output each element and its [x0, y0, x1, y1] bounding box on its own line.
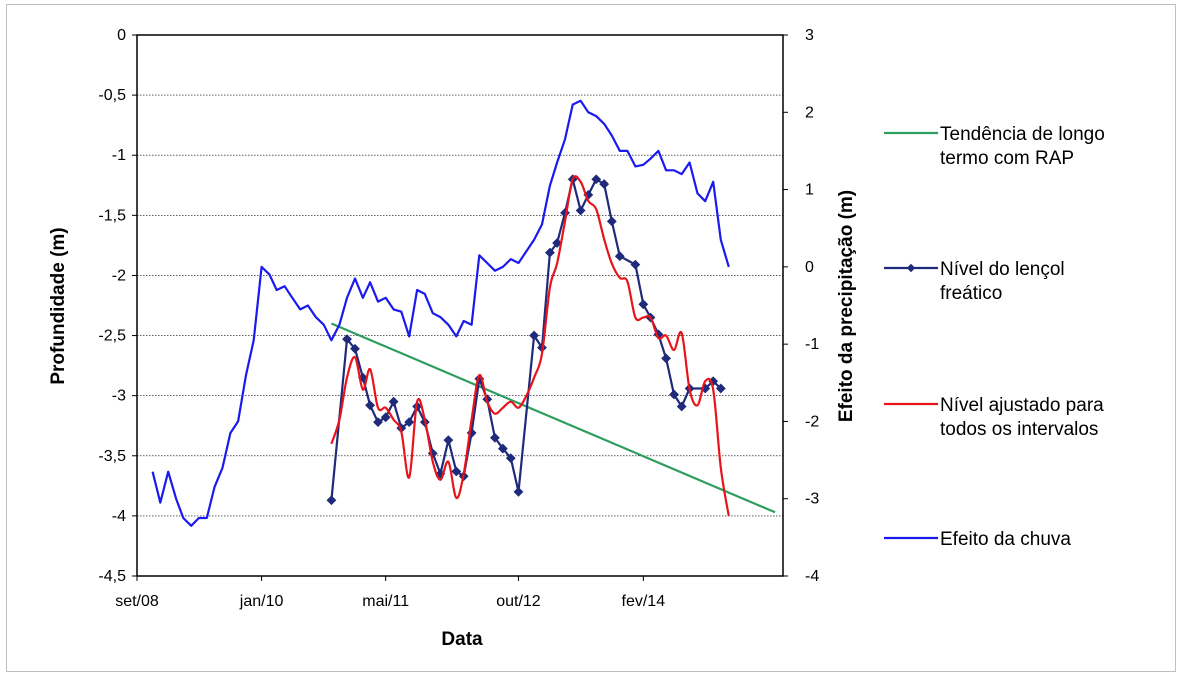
series-1-point-34	[606, 216, 617, 227]
x-tick-label-4: fev/14	[622, 593, 666, 610]
y-left-tick-label-6: -3	[112, 388, 126, 405]
y-left-tick-label-5: -2,5	[98, 328, 126, 345]
legend-label-1-line-1: freático	[940, 283, 1002, 304]
y-right-tick-label-3: 0	[805, 259, 814, 276]
y-left-tick-label-2: -1	[112, 147, 126, 164]
series-1-point-42	[676, 401, 687, 412]
series-line-3	[151, 99, 730, 527]
y-right-tick-label-4: -1	[805, 336, 819, 353]
legend-label-3: Efeito da chuva	[940, 529, 1071, 550]
series-1-point-4	[365, 400, 375, 411]
legend-marker-1	[906, 263, 916, 273]
series-1-point-32	[591, 174, 602, 185]
legend-label-1: Nível do lençol freático	[940, 259, 1065, 304]
series-1-point-9	[404, 417, 415, 428]
series-1-point-30	[575, 205, 586, 216]
y-right-tick-label-0: 3	[805, 27, 814, 44]
axes	[132, 34, 788, 581]
legend-label-0-line-1: termo com RAP	[940, 148, 1074, 169]
series-1-point-6	[380, 412, 391, 423]
series-1-point-15	[451, 466, 462, 477]
y-left-tick-label-8: -4	[112, 508, 126, 525]
series-1-point-24	[529, 330, 539, 341]
series-1-point-36	[630, 259, 641, 270]
series-1-point-1	[342, 334, 352, 345]
y-axis-title-left: Profundidade (m)	[48, 227, 69, 384]
series-1-point-40	[661, 353, 671, 364]
series-1-point-5	[373, 417, 383, 428]
x-axis-title: Data	[441, 629, 483, 650]
x-tick-label-0: set/08	[115, 593, 159, 610]
plot-series	[151, 99, 776, 527]
plot-area-border	[136, 34, 784, 577]
series-1-point-27	[552, 238, 562, 248]
legend-label-3-line-0: Efeito da chuva	[940, 529, 1071, 550]
legend-label-2-line-1: todos os intervalos	[940, 419, 1098, 440]
series-1-point-23	[513, 486, 524, 497]
series-1-point-41	[669, 389, 679, 400]
series-line-1	[330, 178, 722, 501]
x-tick-label-1: jan/10	[239, 593, 284, 610]
legend-label-2-line-0: Nível ajustado para	[940, 395, 1104, 416]
y-axis-title-right: Efeito da precipitação (m)	[836, 190, 857, 422]
chart-frame	[6, 4, 1176, 672]
y-left-tick-label-9: -4,5	[98, 568, 126, 585]
series-1-point-2	[350, 343, 360, 354]
y-left-tick-label-7: -3,5	[98, 448, 126, 465]
y-right-tick-label-5: -2	[805, 413, 819, 430]
series-1-point-37	[638, 299, 649, 310]
y-right-tick-label-2: 1	[805, 182, 814, 199]
series-1-point-33	[599, 179, 610, 189]
series-1-point-46	[715, 383, 726, 394]
series-1-point-26	[545, 247, 555, 258]
series-line-0	[330, 322, 776, 514]
legend: Tendência de longo termo com RAP Nível do …	[884, 124, 1105, 550]
y-left-tick-label-0: 0	[117, 27, 126, 44]
legend-label-1-line-0: Nível do lençol	[940, 259, 1065, 280]
series-1-point-20	[490, 432, 500, 443]
tick-labels: 0 -0,5 -1 -1,5 -2 -2,5 -3 -3,5 -4 -4,5 3 2 1 0 -1 -2 -3 -…	[98, 27, 819, 610]
y-right-tick-label-6: -3	[805, 491, 819, 508]
series-1-point-7	[388, 396, 399, 407]
series-1-point-22	[505, 453, 516, 464]
series-1-point-21	[497, 443, 508, 454]
legend-label-0-line-0: Tendência de longo	[940, 124, 1105, 145]
y-right-tick-label-7: -4	[805, 568, 819, 585]
series-1-point-0	[326, 495, 337, 506]
x-tick-label-3: out/12	[496, 593, 541, 610]
legend-label-2: Nível ajustado para todos os intervalos	[940, 395, 1104, 440]
legend-label-0: Tendência de longo termo com RAP	[940, 124, 1105, 169]
y-right-tick-label-1: 2	[805, 104, 814, 121]
y-left-tick-label-4: -2	[112, 267, 126, 284]
y-left-tick-label-1: -0,5	[98, 87, 126, 104]
gridlines	[137, 94, 783, 517]
x-tick-label-2: mai/11	[362, 593, 409, 610]
series-line-2	[330, 175, 730, 517]
series-1-point-14	[443, 435, 454, 446]
y-left-tick-label-3: -1,5	[98, 207, 126, 224]
series-1-point-35	[614, 251, 625, 262]
